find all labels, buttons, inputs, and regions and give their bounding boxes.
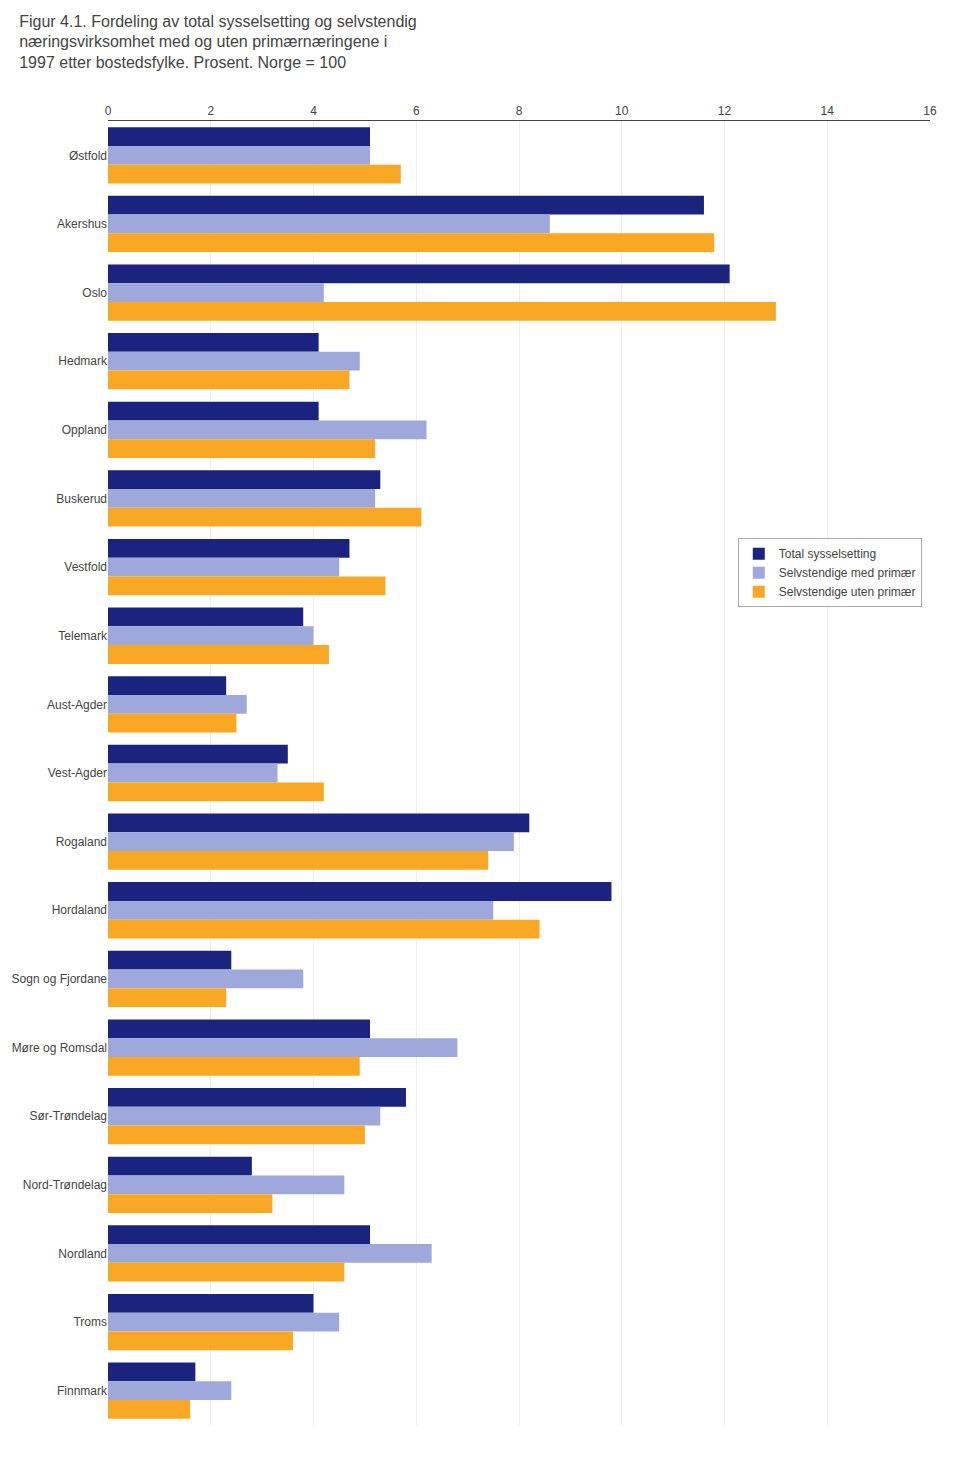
svg-text:16: 16	[923, 104, 937, 118]
svg-text:12: 12	[718, 104, 732, 118]
svg-text:Vestfold: Vestfold	[64, 560, 107, 574]
svg-text:Akershus: Akershus	[57, 217, 107, 231]
svg-text:Selvstendige med primær: Selvstendige med primær	[779, 566, 916, 580]
svg-text:10: 10	[615, 104, 629, 118]
svg-text:Oppland: Oppland	[62, 423, 107, 437]
svg-text:Telemark: Telemark	[58, 629, 108, 643]
svg-text:Figur 4.1. Fordeling av total: Figur 4.1. Fordeling av total sysselsett…	[19, 13, 417, 72]
svg-text:Sør-Trøndelag: Sør-Trøndelag	[29, 1109, 107, 1123]
svg-text:Vest-Agder: Vest-Agder	[48, 766, 107, 780]
svg-text:4: 4	[310, 104, 317, 118]
svg-text:Hedmark: Hedmark	[58, 354, 108, 368]
svg-text:Total sysselsetting: Total sysselsetting	[779, 547, 876, 561]
svg-text:8: 8	[516, 104, 523, 118]
svg-text:Hordaland: Hordaland	[52, 903, 107, 917]
svg-text:Møre og Romsdal: Møre og Romsdal	[12, 1041, 107, 1055]
svg-text:14: 14	[821, 104, 835, 118]
svg-text:Finnmark: Finnmark	[57, 1384, 108, 1398]
svg-text:Buskerud: Buskerud	[56, 492, 107, 506]
svg-text:Oslo: Oslo	[82, 286, 107, 300]
svg-text:2: 2	[207, 104, 214, 118]
svg-text:Østfold: Østfold	[69, 149, 107, 163]
svg-text:Nord-Trøndelag: Nord-Trøndelag	[23, 1178, 107, 1192]
svg-text:Aust-Agder: Aust-Agder	[47, 698, 107, 712]
svg-text:Rogaland: Rogaland	[56, 835, 107, 849]
svg-text:Nordland: Nordland	[58, 1247, 107, 1261]
svg-text:6: 6	[413, 104, 420, 118]
svg-text:Sogn og Fjordane: Sogn og Fjordane	[12, 972, 108, 986]
svg-text:0: 0	[105, 104, 112, 118]
svg-text:Selvstendige uten primær: Selvstendige uten primær	[779, 585, 916, 599]
svg-text:Troms: Troms	[73, 1315, 107, 1329]
